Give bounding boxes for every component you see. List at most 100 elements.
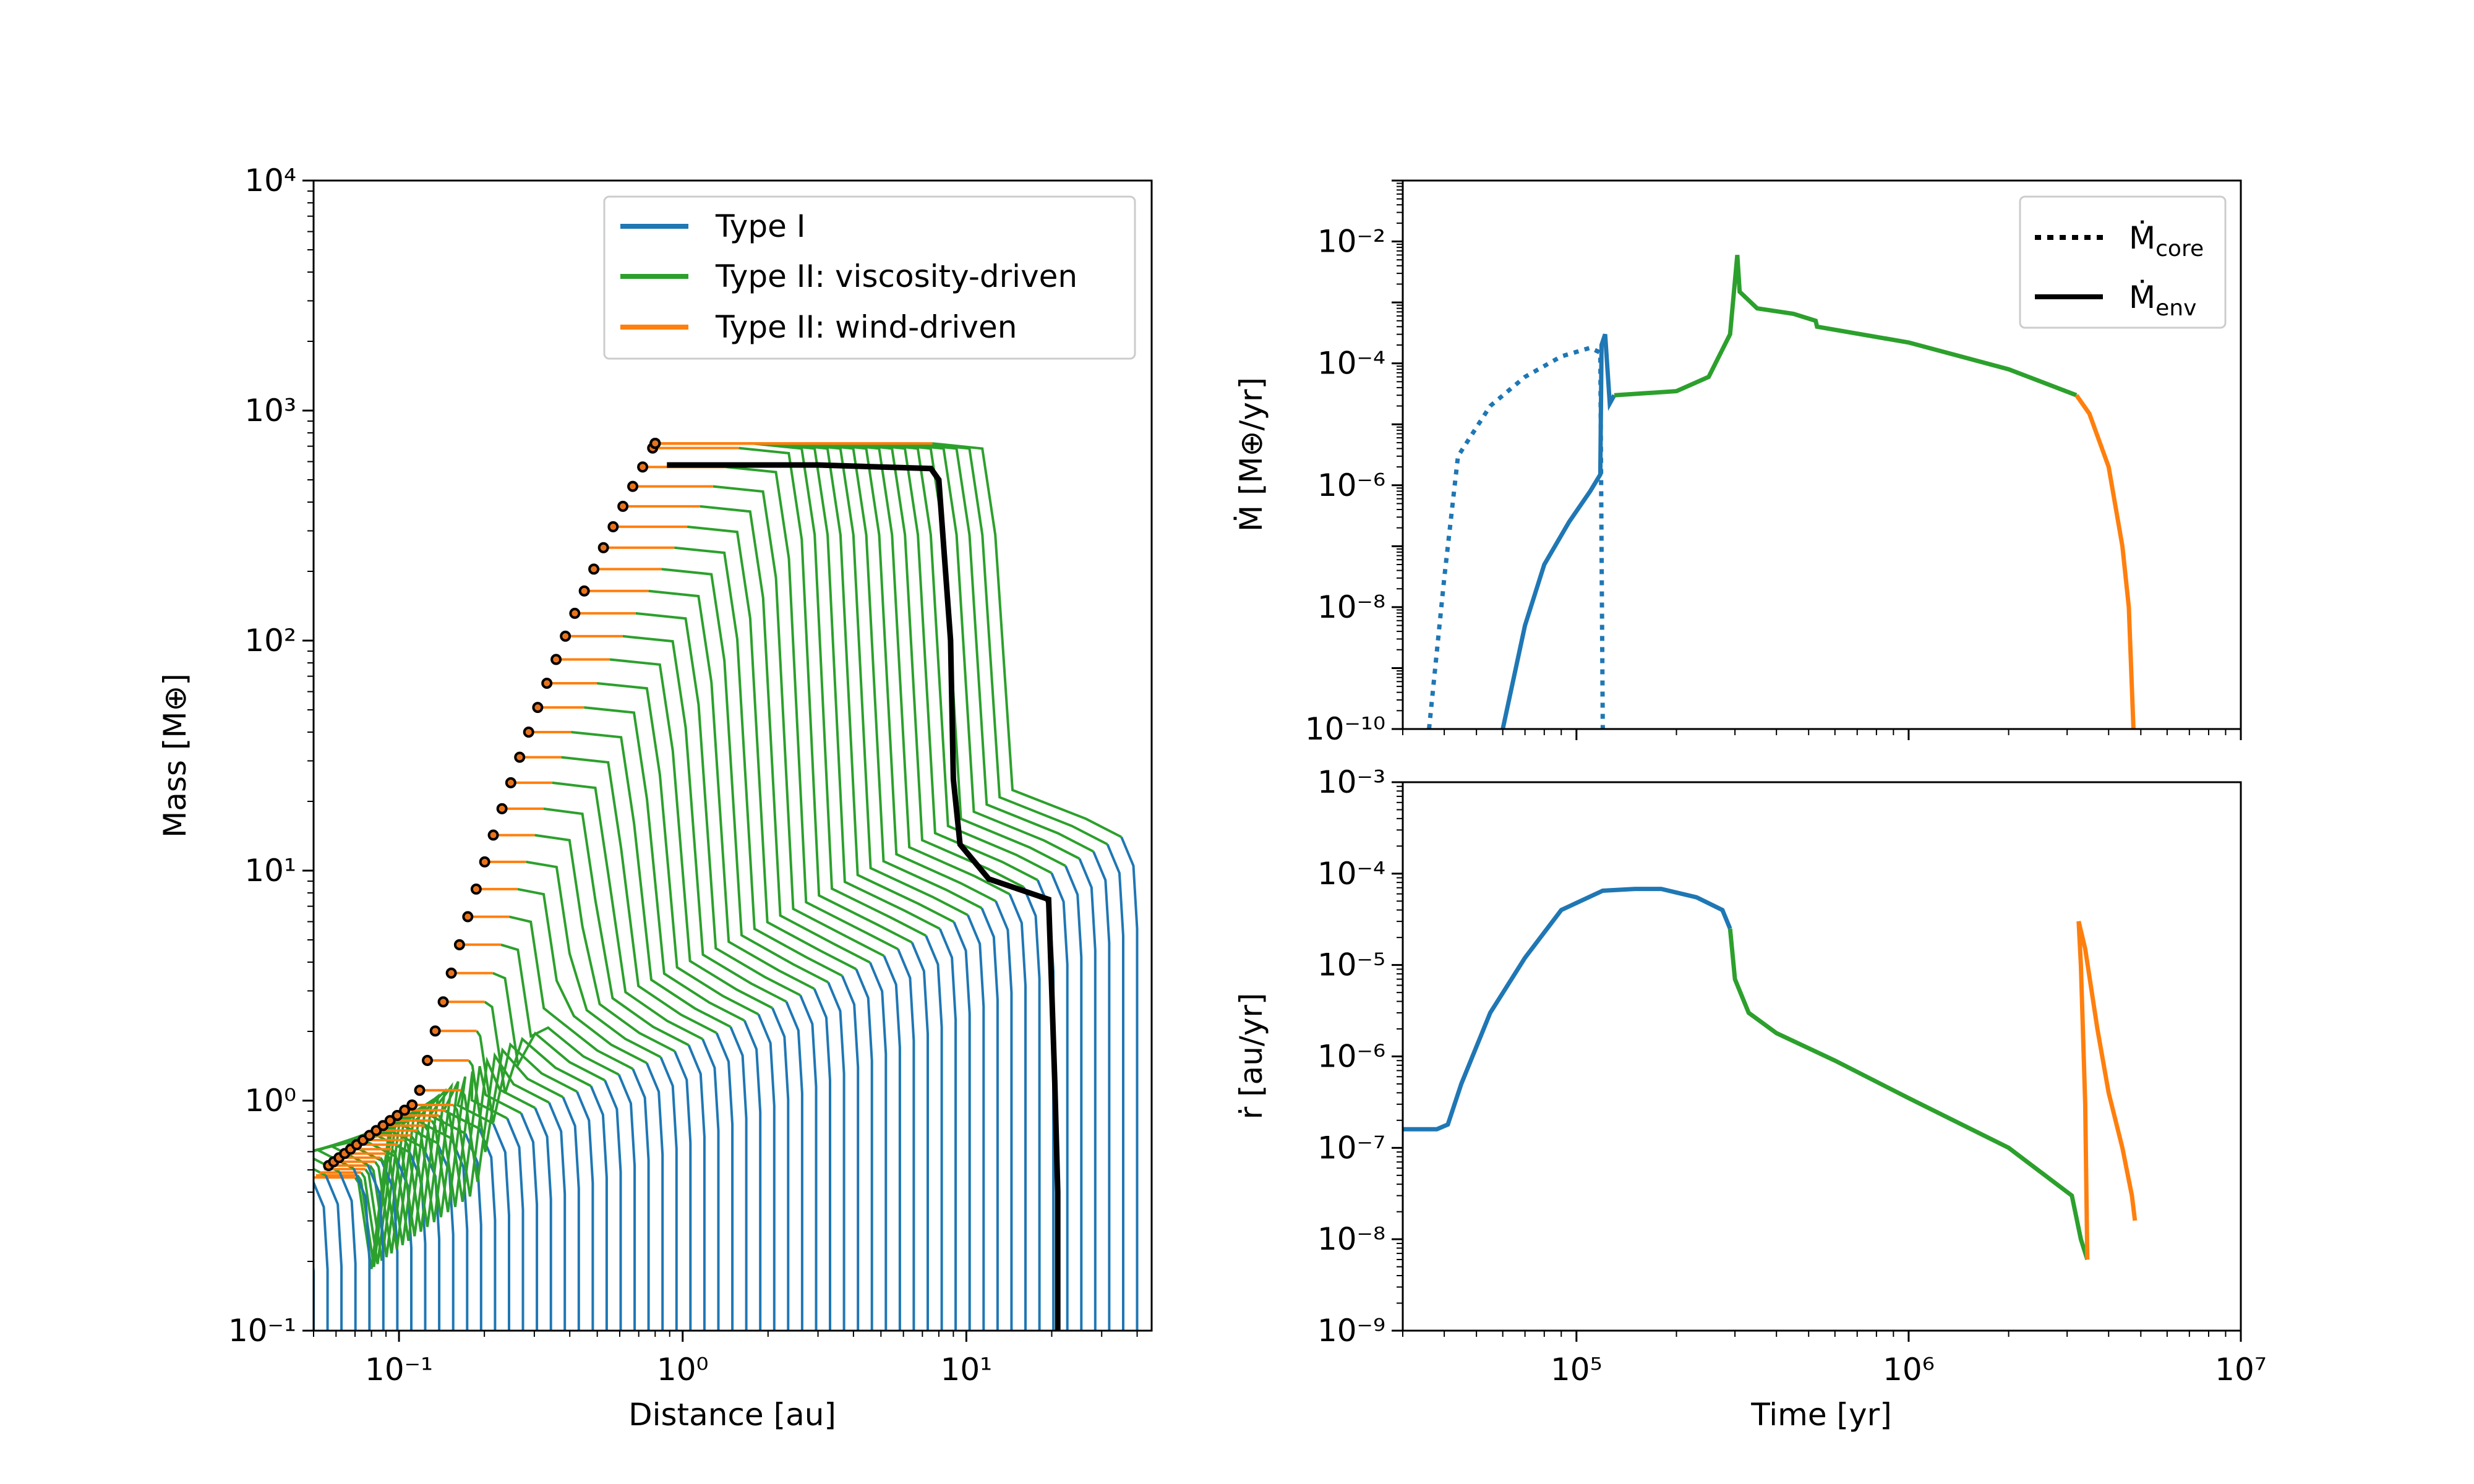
type2-visc-track [508,915,634,1070]
type2-visc-track [738,446,913,944]
type2-visc-track [906,442,1094,853]
track-end-dot [470,883,482,895]
type2-visc-track [430,1076,494,1213]
type2-visc-track [400,1093,440,1232]
legend-label-mdot-core: Ṁcore [2129,220,2204,262]
y-tick-label: 10⁻⁷ [1317,1130,1385,1166]
type2-visc-track [560,756,717,1034]
type1-track [925,935,943,1331]
track-end-dot [479,856,490,868]
type2-visc-track [816,442,996,903]
type1-track [674,1051,692,1331]
track-end-dot [617,500,629,512]
track-end-dot [627,480,639,492]
track-end-dot [462,911,474,923]
type1-track [813,988,831,1331]
y-tick-label: 10⁻⁸ [1317,1221,1385,1257]
track-end-dot [637,461,649,473]
type1-track [576,1091,594,1331]
type1-track [338,1171,357,1331]
type2-visc-track [713,485,885,957]
track-end-dot [532,702,544,714]
type1-track [841,975,860,1331]
type1-track [1050,872,1069,1331]
rb-x-axis-label: Time [yr] [1750,1397,1891,1433]
type1-track [492,1123,510,1331]
y-tick-label: 10⁻⁴ [1317,856,1385,892]
y-tick-label: 10¹ [244,853,296,889]
rt-legend: Ṁcore Ṁenv [2019,195,2227,329]
x-tick-label: 10⁰ [657,1352,709,1388]
type1-track [1008,893,1027,1331]
migration-tracks [314,438,1139,1331]
type1-track [980,907,999,1331]
type2-visc-track [416,1081,466,1222]
y-tick-label: 10⁻⁴ [1317,346,1385,382]
type2-visc-track [726,466,899,950]
mdot_env_visc-line [1614,255,2078,398]
x-tick-label: 10⁵ [1551,1352,1603,1388]
type1-track [534,1107,552,1331]
y-tick-label: 10⁰ [244,1083,296,1119]
type1-track [617,1074,636,1331]
track-end-dot [597,542,609,553]
type1-track [966,915,985,1331]
type2-visc-track [790,442,969,916]
track-end-dot [523,726,534,738]
accretion-rate-series [1427,255,2136,729]
x-tick-label: 10⁷ [2215,1352,2267,1388]
y-tick-label: 10⁻¹⁰ [1305,711,1385,747]
type1-track [352,1168,371,1331]
type2-visc-track [500,943,620,1076]
type1-track [938,928,957,1331]
type1-track [478,1128,497,1331]
type2-visc-track [803,442,983,910]
left-legend: Type I Type II: viscosity-driven Type II… [603,195,1136,360]
track-end-dot [514,751,526,763]
left-plot-frame [312,179,1153,1332]
type1-track [1022,886,1041,1331]
legend-label-type2-wind: Type II: wind-driven [715,309,1017,345]
type2-visc-track [893,442,1081,860]
type2-visc-track [484,1000,592,1094]
type2-visc-track [919,442,1108,846]
track-end-dot [414,1085,426,1096]
y-tick-label: 10⁻² [1317,224,1385,260]
y-tick-label: 10³ [244,393,296,429]
type2-visc-track [661,568,829,984]
track-end-dot [505,777,516,788]
type1-track [604,1080,622,1331]
type2-visc-track [584,706,745,1022]
type2-visc-track [437,1071,508,1208]
track-end-dot [445,967,457,979]
type1-track [729,1026,748,1331]
track-end-dot [437,996,449,1008]
type1-track [589,1085,608,1331]
type1-track [827,981,845,1331]
y-tick-label: 10⁻⁵ [1317,947,1385,983]
type1-track [1106,843,1124,1331]
rt-axis-ticks: 10⁻¹⁰ 10⁻⁸ 10⁻⁶ 10⁻⁴ 10⁻² [1305,179,2242,747]
x-tick-label: 10⁶ [1883,1352,1935,1388]
type2-visc-track [423,1081,480,1217]
type1-track [897,949,915,1331]
migration-rate-series [1403,887,2138,1261]
type2-visc-track [687,525,857,971]
y-tick-label: 10⁻³ [1317,764,1385,800]
rdot_wind-line [2076,921,2138,1260]
type1-track [1120,836,1139,1331]
type2-visc-track [777,442,955,923]
type2-visc-track [468,1047,564,1153]
mdot-core-subscript: core [2155,236,2204,262]
type1-track [715,1032,734,1331]
rt-y-axis-label: Ṁ [M⊕/yr] [1233,377,1269,532]
track-end-dot [392,1109,403,1121]
x-tick-label: 10¹ [941,1352,993,1388]
y-tick-label: 10² [244,623,296,659]
type1-track [785,1001,803,1331]
mdot_env_type1-line [1500,333,1617,729]
type1-track [952,921,971,1331]
track-end-dot [399,1104,411,1116]
accretion-rate-panel: 10⁻¹⁰ 10⁻⁸ 10⁻⁶ 10⁻⁴ 10⁻² Ṁ [M⊕/yr] Ṁcore Ṁe… [1233,179,2242,747]
